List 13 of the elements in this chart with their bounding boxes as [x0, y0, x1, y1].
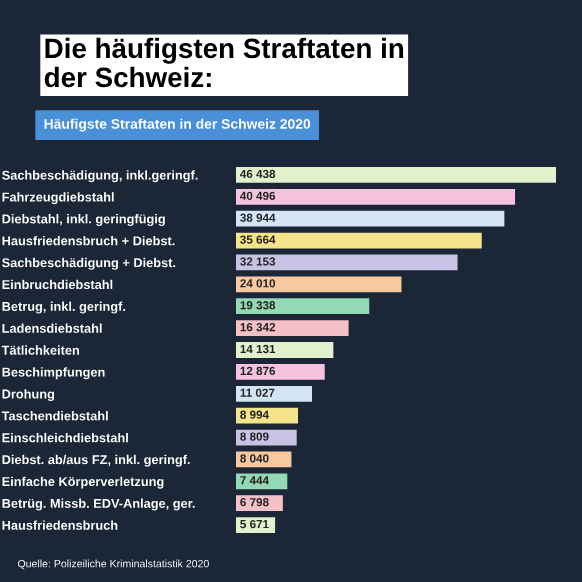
bar [236, 254, 458, 271]
bar [236, 276, 402, 293]
bar [236, 364, 325, 380]
bar [236, 342, 334, 358]
bar [236, 385, 312, 402]
bar [236, 407, 298, 424]
bar [236, 232, 482, 249]
bar [236, 188, 516, 205]
bar [236, 167, 556, 183]
chart-title: Die häufigsten Straftaten in der Schweiz: [44, 37, 404, 88]
bar [236, 210, 505, 227]
bar [236, 320, 349, 336]
bar [236, 298, 370, 315]
